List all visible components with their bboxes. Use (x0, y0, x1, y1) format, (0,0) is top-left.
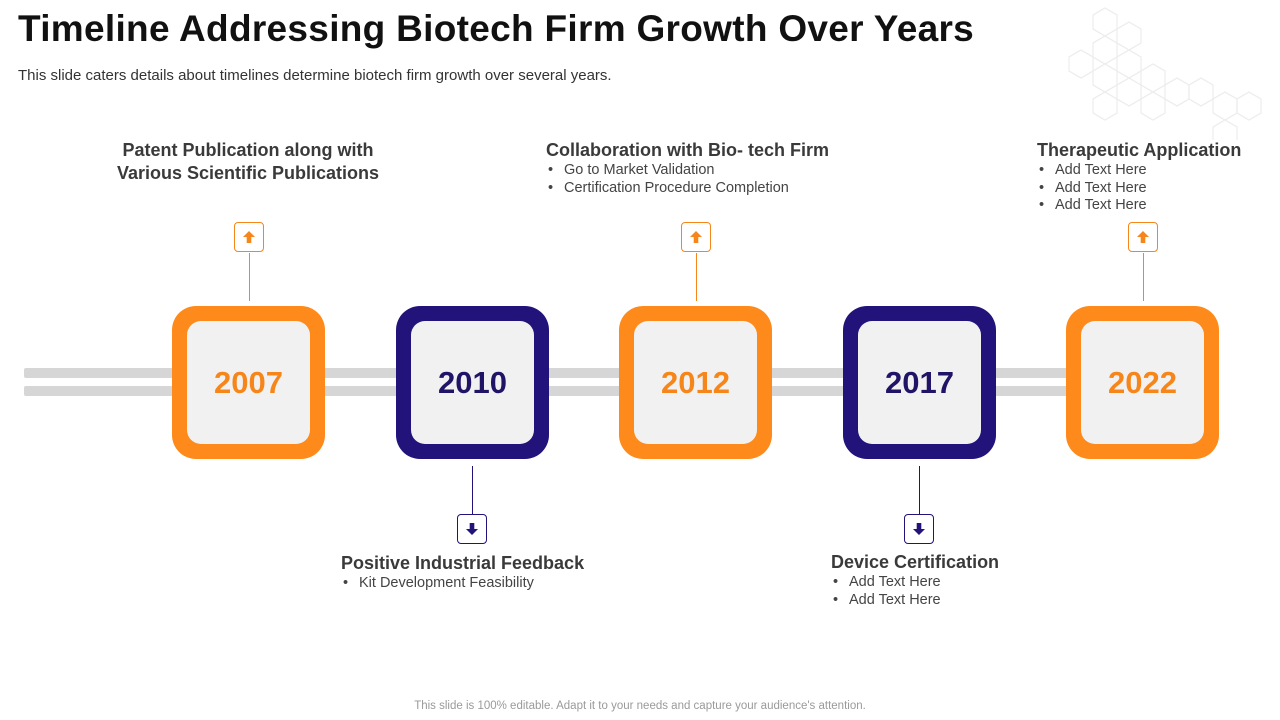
year-label: 2022 (1081, 321, 1204, 444)
milestone-2017-text: Device Certification Add Text Here Add T… (831, 551, 1111, 609)
milestone-2007-text: Patent Publication along with Various Sc… (98, 139, 398, 185)
bullet-item: Certification Procedure Completion (546, 180, 876, 198)
footer-note: This slide is 100% editable. Adapt it to… (414, 700, 866, 712)
arrow-down-icon (457, 514, 487, 544)
year-label: 2007 (187, 321, 310, 444)
milestone-2012-text: Collaboration with Bio- tech Firm Go to … (546, 139, 876, 197)
bullet-item: Add Text Here (831, 592, 1111, 610)
milestone-heading: Collaboration with Bio- tech Firm (546, 140, 829, 160)
year-box-2017: 2017 (843, 306, 996, 459)
bullet-item: Kit Development Feasibility (341, 575, 661, 593)
bullet-item: Go to Market Validation (546, 162, 876, 180)
arrow-up-icon (234, 222, 264, 252)
arrow-down-icon (904, 514, 934, 544)
year-label: 2012 (634, 321, 757, 444)
milestone-heading: Device Certification (831, 552, 1000, 572)
connector-line (919, 466, 920, 514)
bullet-item: Add Text Here (1037, 162, 1273, 180)
milestone-bullets: Go to Market Validation Certification Pr… (546, 162, 876, 197)
page-title: Timeline Addressing Biotech Firm Growth … (18, 8, 975, 49)
arrow-up-icon (681, 222, 711, 252)
year-box-2010: 2010 (396, 306, 549, 459)
year-label: 2010 (411, 321, 534, 444)
milestone-heading: Positive Industrial Feedback (341, 553, 585, 573)
connector-line (472, 466, 473, 514)
milestone-bullets: Add Text Here Add Text Here (831, 574, 1111, 609)
arrow-up-icon (1128, 222, 1158, 252)
hexagon-pattern-decoration (1068, 7, 1262, 140)
page-subtitle: This slide caters details about timeline… (18, 67, 612, 84)
milestone-heading: Therapeutic Application (1037, 140, 1242, 160)
bullet-item: Add Text Here (831, 574, 1111, 592)
connector-line (1143, 253, 1144, 301)
bullet-item: Add Text Here (1037, 197, 1273, 215)
year-box-2012: 2012 (619, 306, 772, 459)
connector-line (249, 253, 250, 301)
milestone-2022-text: Therapeutic Application Add Text Here Ad… (1037, 139, 1273, 215)
year-box-2007: 2007 (172, 306, 325, 459)
connector-line (696, 253, 697, 301)
year-label: 2017 (858, 321, 981, 444)
milestone-2010-text: Positive Industrial Feedback Kit Develop… (341, 552, 661, 593)
bullet-item: Add Text Here (1037, 180, 1273, 198)
timeline-track-lower (24, 386, 1080, 396)
milestone-heading: Patent Publication along with Various Sc… (116, 140, 380, 183)
milestone-bullets: Kit Development Feasibility (341, 575, 661, 593)
year-box-2022: 2022 (1066, 306, 1219, 459)
milestone-bullets: Add Text Here Add Text Here Add Text Her… (1037, 162, 1273, 215)
timeline-track-upper (24, 368, 1080, 378)
